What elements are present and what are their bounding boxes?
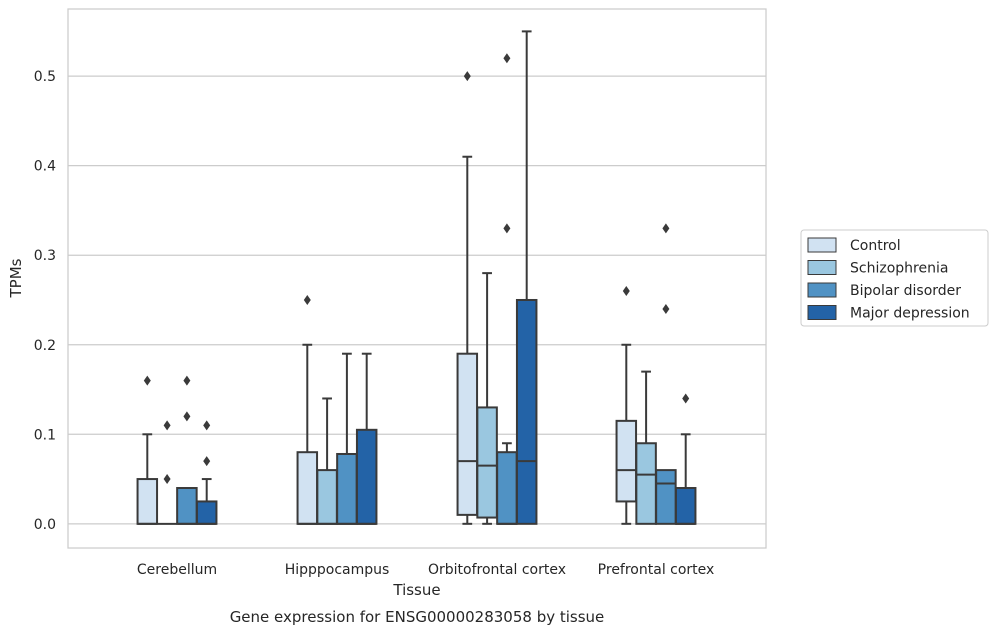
plot-background — [68, 9, 766, 548]
box — [456, 352, 479, 516]
box — [515, 298, 538, 525]
box-group — [136, 375, 159, 525]
legend-label: Schizophrenia — [850, 261, 948, 277]
legend-swatch — [807, 282, 837, 298]
box — [336, 452, 358, 525]
x-tick-label: Orbitofrontal cortex — [428, 562, 566, 578]
x-tick-labels: Cerebellum Hipppocampus Orbitofrontal cort… — [137, 562, 714, 578]
box — [136, 478, 159, 525]
plot-frame — [67, 8, 767, 549]
outlier-point — [503, 53, 511, 64]
box — [476, 406, 498, 519]
box-group — [674, 393, 697, 525]
box-group — [157, 420, 177, 525]
box-group — [336, 352, 358, 525]
y-tick-label: 0.3 — [34, 248, 56, 264]
x-tick-label: Cerebellum — [137, 562, 217, 578]
box-group — [496, 53, 518, 525]
legend-label: Control — [850, 238, 901, 254]
y-tick-labels: 0.0 0.1 0.2 0.3 0.4 0.5 — [34, 69, 56, 533]
box — [316, 469, 338, 525]
y-tick-label: 0.2 — [34, 338, 56, 354]
box — [655, 469, 677, 525]
box — [615, 419, 638, 503]
outlier-point — [183, 411, 191, 422]
outlier-point — [163, 474, 171, 485]
box — [176, 487, 198, 525]
outlier-point — [143, 375, 151, 386]
legend: Control Schizophrenia Bipolar disorder Majo… — [800, 229, 989, 327]
x-axis-label: Tissue — [392, 581, 440, 599]
y-tick-label: 0.0 — [34, 517, 56, 533]
legend-label: Major depression — [850, 306, 970, 322]
outlier-point — [622, 286, 630, 297]
y-tick-label: 0.5 — [34, 69, 56, 85]
box — [674, 487, 697, 525]
legend-swatch — [807, 305, 837, 320]
box-group — [355, 352, 378, 525]
legend-swatch — [807, 260, 837, 275]
x-tick-label: Prefrontal cortex — [598, 562, 715, 578]
outlier-point — [183, 375, 191, 386]
outlier-point — [163, 420, 171, 431]
chart-title: Gene expression for ENSG00000283058 by t… — [230, 608, 605, 626]
box — [296, 451, 319, 525]
box-group — [515, 30, 538, 525]
outlier-point — [303, 294, 311, 305]
box-series — [136, 30, 697, 525]
box — [195, 500, 218, 525]
outlier-point — [682, 393, 690, 404]
box — [355, 428, 378, 525]
outlier-point — [662, 303, 670, 314]
box-group — [296, 294, 319, 525]
legend-swatch — [807, 237, 837, 253]
y-axis-label: TPMs — [7, 258, 25, 298]
legend-frame — [800, 229, 989, 327]
outlier-point — [463, 71, 471, 82]
legend-label: Bipolar disorder — [850, 283, 961, 299]
box-group — [195, 420, 218, 525]
box — [496, 451, 518, 525]
x-tick-label: Hipppocampus — [285, 562, 390, 578]
y-tick-label: 0.1 — [34, 427, 56, 443]
outlier-point — [203, 456, 211, 467]
box — [635, 442, 657, 525]
outlier-point — [662, 223, 670, 234]
outlier-point — [203, 420, 211, 431]
outlier-point — [503, 223, 511, 234]
y-tick-label: 0.4 — [34, 159, 56, 175]
